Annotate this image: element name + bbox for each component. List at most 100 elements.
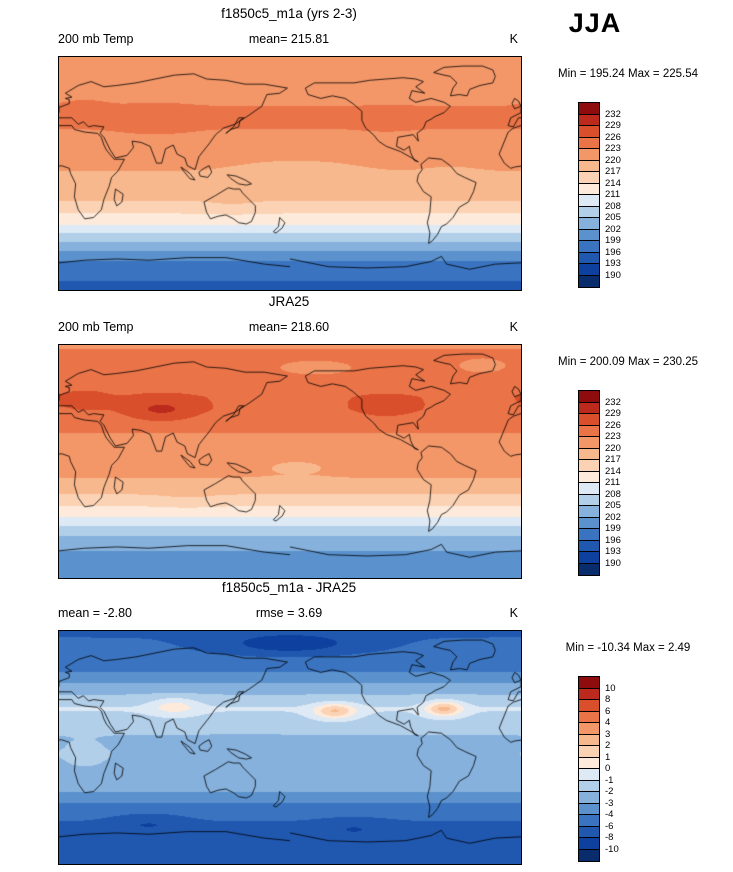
map-canvas-difference [58, 630, 522, 865]
colorbar-tick-label: 2 [605, 740, 611, 751]
colorbar-cell [579, 723, 599, 735]
colorbar-cell [579, 483, 599, 495]
season-label: JJA [568, 8, 622, 38]
panel-model: f1850c5_m1a (yrs 2-3) 200 mb Temp mean= … [0, 6, 733, 298]
variable-label: 200 mb Temp [58, 32, 134, 46]
colorbar-tick-label: 208 [605, 488, 621, 500]
colorbar-tick-label: 3 [605, 728, 611, 740]
mean-label: mean= 218.60 [248, 320, 330, 334]
units-label: K [509, 32, 518, 46]
map-canvas-obs [58, 344, 522, 579]
minmax-label: Min = 195.24 Max = 225.54 [557, 68, 698, 80]
colorbar-box [578, 102, 600, 288]
variable-label: 200 mb Temp [58, 320, 134, 334]
colorbar: 232 229 226 223 220 217 214 211 208 205 202 199 196 1… [578, 390, 648, 576]
colorbar-cell [579, 218, 599, 230]
panel-title: JRA25 [268, 294, 310, 309]
colorbar-cell [579, 471, 599, 483]
colorbar-tick-label: 220 [605, 442, 621, 454]
units-label: K [509, 606, 518, 620]
minmax-label: Min = 200.09 Max = 230.25 [557, 356, 698, 368]
colorbar-box [578, 676, 600, 862]
colorbar: 232 229 226 223 220 217 214 211 208 205 202 199 196 1… [578, 102, 648, 288]
colorbar-box [578, 390, 600, 576]
colorbar-cell [579, 769, 599, 781]
colorbar-cell [579, 425, 599, 437]
colorbar-cell [579, 414, 599, 426]
colorbar-cell [579, 494, 599, 506]
colorbar-tick-label: 4 [605, 717, 611, 728]
colorbar-tick-label: -6 [605, 820, 614, 832]
panel-header: 200 mb Temp mean= 218.60 K [58, 320, 520, 336]
colorbar-tick-label: 193 [605, 258, 621, 269]
colorbar-tick-label: 226 [605, 131, 621, 143]
units-label: K [509, 320, 518, 334]
colorbar-tick-label: 202 [605, 223, 621, 235]
map-canvas-model [58, 56, 522, 291]
colorbar-cell [579, 402, 599, 414]
colorbar-tick-label: 10 [605, 682, 616, 694]
colorbar-tick-label: 199 [605, 523, 621, 534]
colorbar-tick-label: 1 [605, 751, 611, 763]
colorbar-tick-label: 229 [605, 120, 621, 131]
panel-title: f1850c5_m1a (yrs 2-3) [221, 6, 357, 21]
colorbar-cell [579, 126, 599, 138]
colorbar-tick-label: -4 [605, 809, 614, 820]
colorbar-tick-label: -8 [605, 832, 614, 843]
colorbar-cell [579, 448, 599, 460]
colorbar-cell [579, 540, 599, 552]
colorbar-cell [579, 460, 599, 472]
colorbar-tick-label: -1 [605, 774, 614, 786]
colorbar-cell [579, 529, 599, 541]
colorbar-tick-label: 226 [605, 419, 621, 431]
colorbar-cell [579, 264, 599, 276]
mean-label: mean = -2.80 [58, 606, 133, 620]
colorbar-tick-label: 214 [605, 465, 621, 477]
colorbar-cell [579, 149, 599, 161]
colorbar-tick-label: -10 [605, 843, 619, 855]
colorbar-cell [579, 838, 599, 850]
colorbar-tick-label: 229 [605, 408, 621, 419]
colorbar-tick-label: 223 [605, 143, 621, 154]
colorbar-cell [579, 229, 599, 241]
colorbar-cell [579, 506, 599, 518]
colorbar-tick-label: 202 [605, 511, 621, 523]
colorbar-cell [579, 711, 599, 723]
colorbar-tick-label: 0 [605, 763, 611, 774]
colorbar-tick-label: 6 [605, 705, 611, 717]
panel-header: mean = -2.80 rmse = 3.69 K [58, 606, 520, 622]
colorbar-cell [579, 792, 599, 804]
colorbar-cell [579, 114, 599, 126]
colorbar-tick-label: 199 [605, 235, 621, 246]
minmax-label: Min = -10.34 Max = 2.49 [565, 642, 691, 654]
colorbar-tick-label: 196 [605, 246, 621, 258]
colorbar-tick-label: 220 [605, 154, 621, 166]
panel-title: f1850c5_m1a - JRA25 [221, 580, 357, 595]
colorbar-cell [579, 700, 599, 712]
colorbar-tick-label: 205 [605, 212, 621, 223]
colorbar-cell [579, 137, 599, 149]
colorbar-tick-label: 205 [605, 500, 621, 511]
colorbar-cell [579, 183, 599, 195]
colorbar: 10 8 6 4 3 2 1 0 -1 -2 -3 -4 -6 -8 -10 [578, 676, 648, 862]
mean-label: mean= 215.81 [248, 32, 330, 46]
colorbar-cell [579, 517, 599, 529]
colorbar-tick-label: 208 [605, 200, 621, 212]
colorbar-cell [579, 552, 599, 564]
colorbar-cell [579, 437, 599, 449]
colorbar-cell [579, 563, 599, 575]
colorbar-cell [579, 746, 599, 758]
colorbar-cell [579, 780, 599, 792]
colorbar-tick-label: 196 [605, 534, 621, 546]
colorbar-tick-label: -2 [605, 786, 614, 797]
colorbar-cell [579, 172, 599, 184]
colorbar-cell [579, 206, 599, 218]
rmse-label: rmse = 3.69 [255, 606, 323, 620]
colorbar-tick-label: 214 [605, 177, 621, 189]
colorbar-cell [579, 803, 599, 815]
colorbar-tick-label: 190 [605, 557, 621, 569]
colorbar-cell [579, 688, 599, 700]
colorbar-cell [579, 241, 599, 253]
colorbar-tick-label: 211 [605, 477, 621, 488]
